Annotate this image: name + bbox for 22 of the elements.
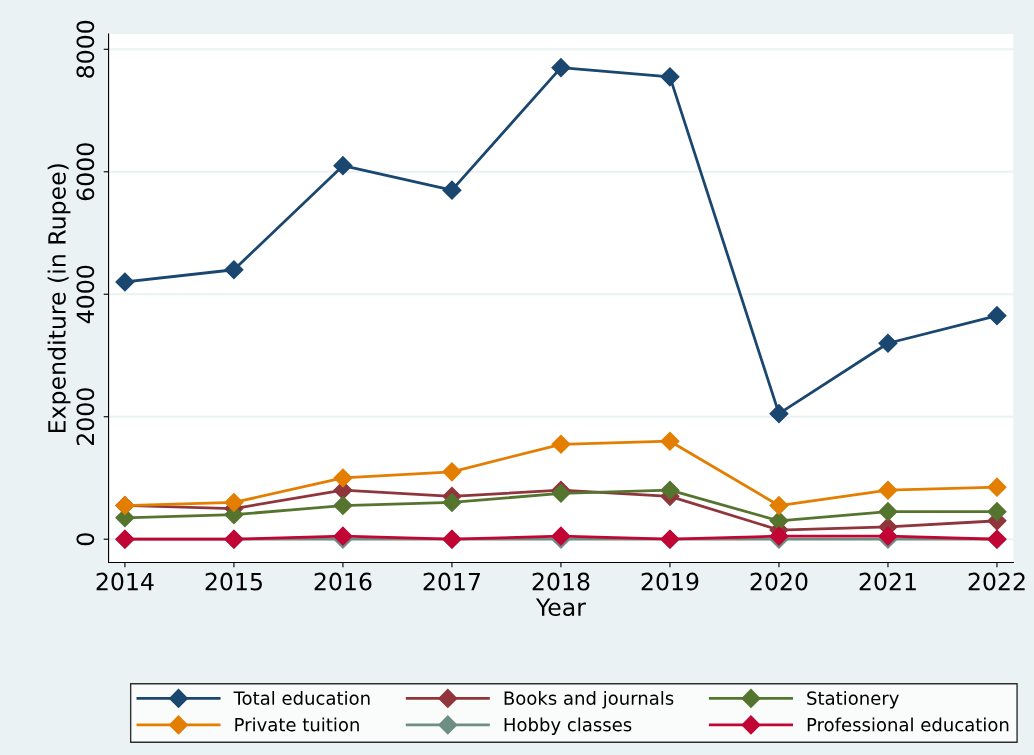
x-tick-label: 2016 [314,572,372,591]
x-axis-title: Year [535,598,586,617]
legend-label: Total education [233,691,370,705]
legend-label: Stationery [807,691,899,709]
y-tick-label: 8000 [76,20,95,78]
y-tick-label: 0 [76,533,95,546]
x-tick-label: 2015 [205,572,262,591]
legend-label: Private tuition [235,717,359,732]
x-tick-label: 2017 [423,572,480,591]
x-tick-label: 2018 [532,572,590,591]
x-tick-label: 2021 [859,572,916,591]
y-axis-title: Expenditure (in Rupee) [47,164,71,432]
legend-label: Books and journals [504,691,674,709]
y-tick-label: 4000 [76,265,95,324]
legend-label: Hobby classes [504,717,632,735]
y-tick-label: 6000 [76,143,95,201]
x-tick-label: 2019 [641,572,699,591]
x-tick-label: 2022 [968,572,1025,591]
x-tick-label: 2020 [750,572,808,591]
legend-label: Professional education [807,717,1009,732]
x-tick-label: 2014 [96,572,154,591]
y-tick-label: 2000 [76,388,95,446]
